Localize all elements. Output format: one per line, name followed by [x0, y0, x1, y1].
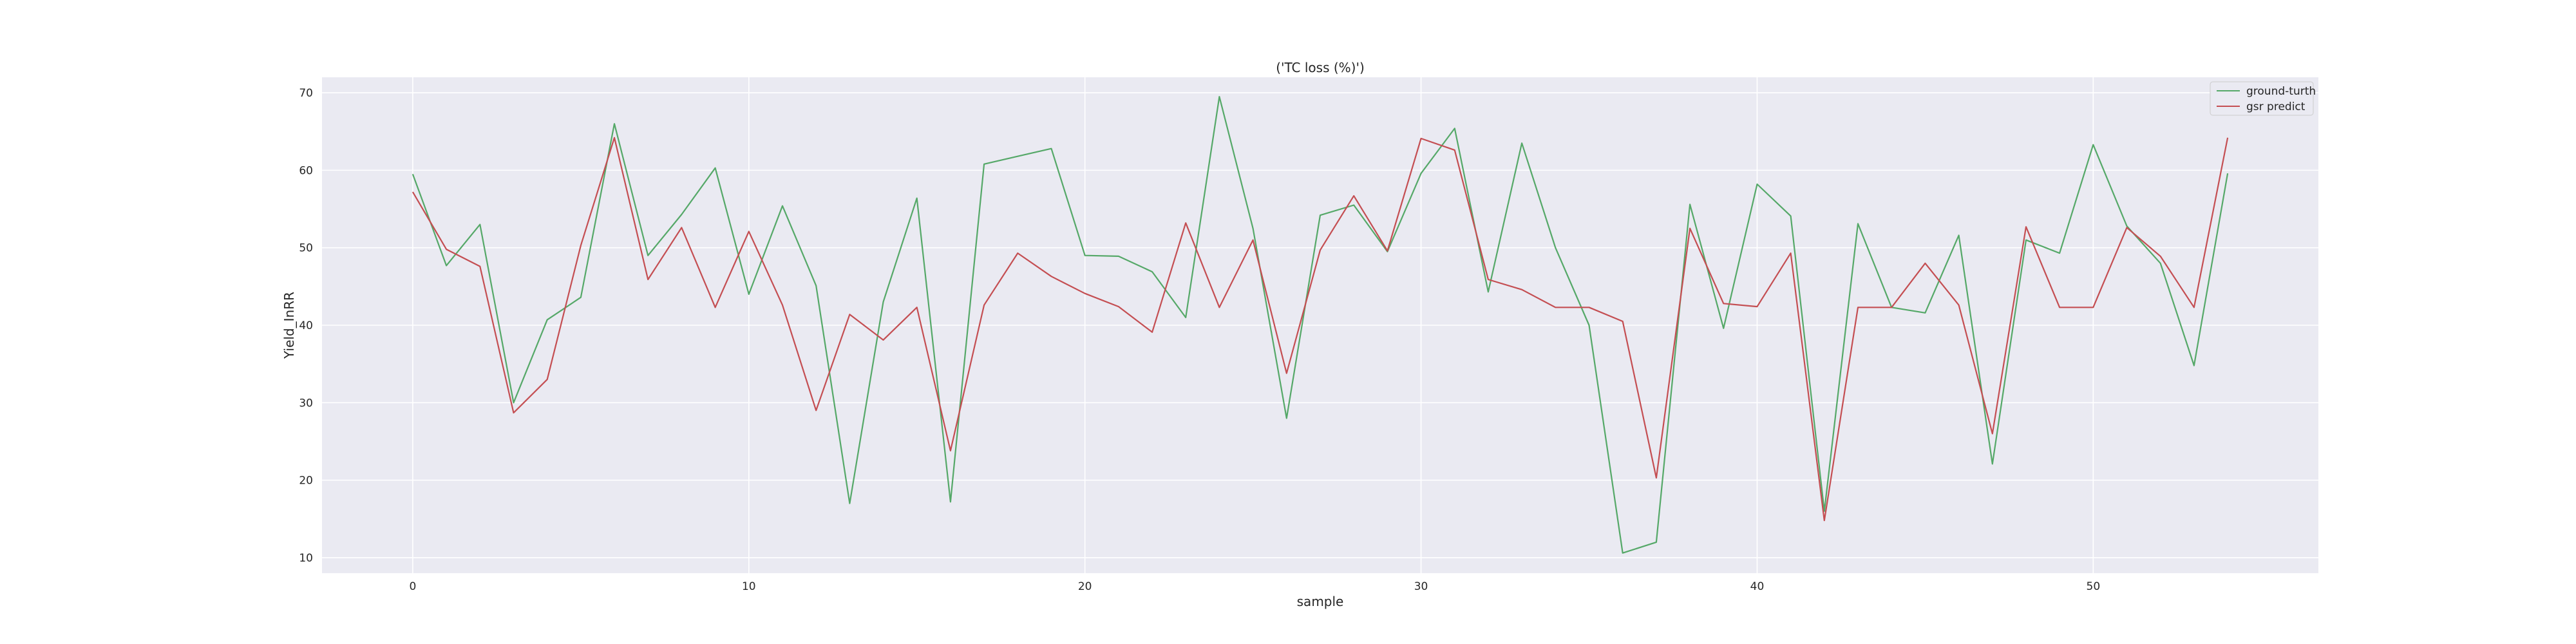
y-tick-label: 10 [299, 552, 313, 565]
x-axis-label: sample [1297, 594, 1344, 609]
legend-label-gsr-predict: gsr predict [2246, 100, 2306, 113]
y-tick-label: 60 [299, 164, 313, 177]
y-axis-label: Yield_InRR [281, 292, 297, 359]
x-tick-label: 20 [1078, 580, 1092, 593]
y-tick-label: 30 [299, 397, 313, 410]
chart-title: ('TC loss (%)') [1276, 60, 1365, 75]
x-tick-label: 0 [409, 580, 416, 593]
x-tick-label: 30 [1414, 580, 1428, 593]
y-tick-labels: 10 20 30 40 50 60 70 [299, 87, 313, 565]
series-line-ground-turth [412, 96, 2229, 554]
x-tick-label: 40 [1750, 580, 1765, 593]
legend: ground-turth gsr predict [2210, 81, 2316, 116]
x-tick-label: 10 [742, 580, 756, 593]
y-tick-label: 40 [299, 319, 313, 332]
series-line-gsr-predict [412, 137, 2229, 522]
legend-label-ground-turth: ground-turth [2246, 85, 2316, 98]
y-tick-label: 20 [299, 475, 313, 488]
y-tick-label: 50 [299, 242, 313, 255]
x-tick-labels: 0 10 20 30 40 50 [409, 580, 2100, 593]
y-tick-label: 70 [299, 87, 313, 100]
x-tick-label: 50 [2087, 580, 2101, 593]
series-lines [412, 96, 2229, 554]
